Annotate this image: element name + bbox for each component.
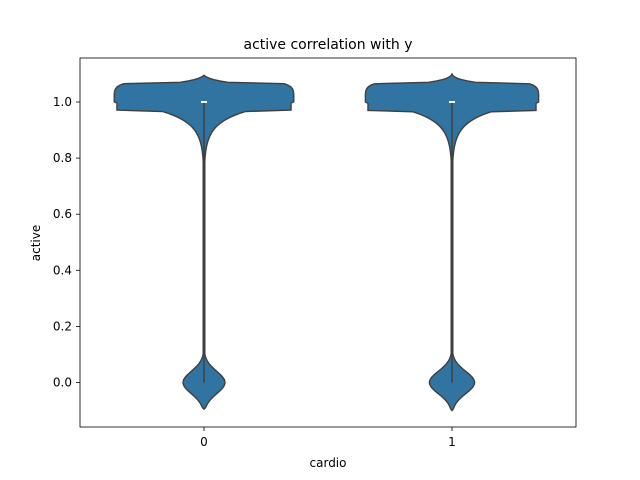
x-axis-label: cardio [310, 456, 347, 470]
plot-frame [79, 57, 577, 428]
y-axis: 0.0 0.2 0.4 0.6 0.8 1.0 [53, 95, 80, 390]
y-tick-label: 0.2 [53, 319, 72, 333]
x-tick-label: 0 [200, 435, 208, 449]
y-tick-label: 0.8 [53, 151, 72, 165]
y-tick-label: 0.0 [53, 376, 72, 390]
x-tick-label: 1 [448, 435, 456, 449]
chart-title: active correlation with y [243, 37, 412, 53]
violins-group [113, 72, 540, 412]
y-axis-label: active [29, 225, 43, 261]
y-tick-label: 1.0 [53, 95, 72, 109]
y-tick-label: 0.6 [53, 207, 72, 221]
y-tick-label: 0.4 [53, 263, 72, 277]
